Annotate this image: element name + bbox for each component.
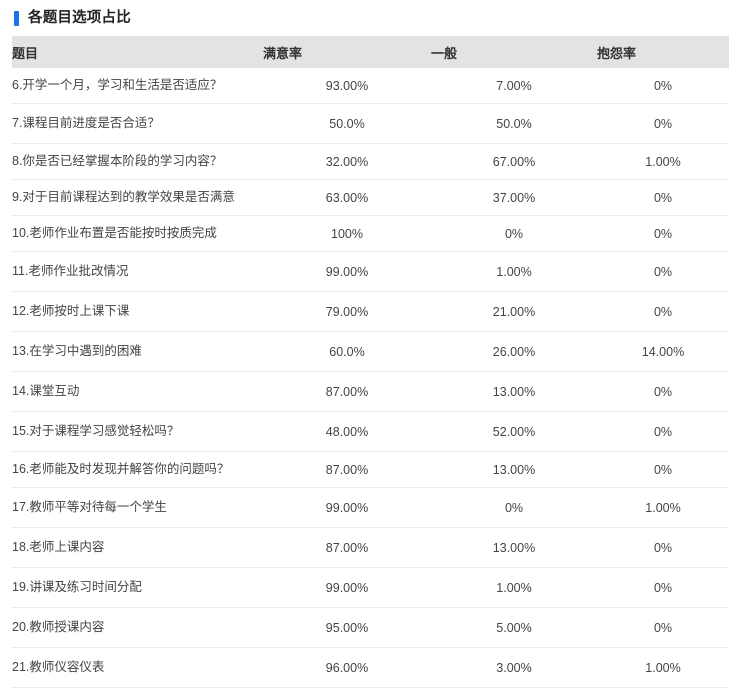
cell-complaint: 0% [597, 103, 729, 144]
cell-question: 15.对于课程学习感觉轻松吗？ [12, 411, 263, 452]
cell-complaint: 0% [597, 179, 729, 216]
cell-neutral: 1.00% [431, 567, 597, 608]
cell-neutral: 13.00% [431, 371, 597, 412]
table-row[interactable]: 18.老师上课内容 87.00% 13.00% 0% [12, 527, 729, 568]
table-row[interactable]: 20.教师授课内容 95.00% 5.00% 0% [12, 607, 729, 648]
table-row[interactable]: 10.老师作业布置是否能按时按质完成 100% 0% 0% [12, 215, 729, 252]
cell-satisfaction: 63.00% [263, 179, 431, 216]
cell-question: 16.老师能及时发现并解答你的问题吗？ [12, 451, 263, 488]
cell-question: 13.在学习中遇到的困难 [12, 331, 263, 372]
table-row[interactable]: 15.对于课程学习感觉轻松吗？ 48.00% 52.00% 0% [12, 411, 729, 452]
cell-question: 17.教师平等对待每一个学生 [12, 487, 263, 528]
cell-neutral: 7.00% [431, 68, 597, 104]
cell-question: 10.老师作业布置是否能按时按质完成 [12, 215, 263, 252]
accent-bar-icon [14, 10, 19, 26]
cell-complaint: 1.00% [597, 487, 729, 528]
cell-neutral: 67.00% [431, 143, 597, 180]
cell-satisfaction: 87.00% [263, 527, 431, 568]
cell-complaint: 0% [597, 411, 729, 452]
cell-neutral: 13.00% [431, 451, 597, 488]
table-row[interactable]: 17.教师平等对待每一个学生 99.00% 0% 1.00% [12, 487, 729, 528]
table-row[interactable]: 11.老师作业批改情况 99.00% 1.00% 0% [12, 251, 729, 292]
cell-satisfaction: 32.00% [263, 143, 431, 180]
cell-satisfaction: 93.00% [263, 68, 431, 104]
cell-question: 21.教师仪容仪表 [12, 647, 263, 688]
table-row[interactable]: 7.课程目前进度是否合适？ 50.0% 50.0% 0% [12, 103, 729, 144]
cell-satisfaction: 48.00% [263, 411, 431, 452]
table-header-row: 题目 满意率 一般 抱怨率 [12, 36, 729, 68]
cell-complaint: 1.00% [597, 143, 729, 180]
cell-question: 12.老师按时上课下课 [12, 291, 263, 332]
column-header-complaint[interactable]: 抱怨率 [597, 36, 729, 68]
table-row[interactable]: 19.讲课及练习时间分配 99.00% 1.00% 0% [12, 567, 729, 608]
table-body: 6.开学一个月，学习和生活是否适应？ 93.00% 7.00% 0% 7.课程目前进度是… [12, 68, 729, 688]
cell-satisfaction: 60.0% [263, 331, 431, 372]
cell-neutral: 1.00% [431, 251, 597, 292]
cell-complaint: 0% [597, 291, 729, 332]
cell-question: 18.老师上课内容 [12, 527, 263, 568]
cell-satisfaction: 96.00% [263, 647, 431, 688]
cell-question: 20.教师授课内容 [12, 607, 263, 648]
cell-question: 19.讲课及练习时间分配 [12, 567, 263, 608]
cell-question: 7.课程目前进度是否合适？ [12, 103, 263, 144]
cell-question: 9.对于目前课程达到的教学效果是否满意 [12, 179, 263, 216]
cell-neutral: 21.00% [431, 291, 597, 332]
cell-complaint: 0% [597, 68, 729, 104]
cell-question: 14.课堂互动 [12, 371, 263, 412]
cell-neutral: 26.00% [431, 331, 597, 372]
column-header-question[interactable]: 题目 [12, 36, 263, 68]
column-header-neutral[interactable]: 一般 [431, 36, 597, 68]
cell-complaint: 0% [597, 451, 729, 488]
cell-complaint: 0% [597, 371, 729, 412]
cell-neutral: 3.00% [431, 647, 597, 688]
cell-complaint: 14.00% [597, 331, 729, 372]
cell-neutral: 5.00% [431, 607, 597, 648]
cell-neutral: 0% [431, 215, 597, 252]
cell-complaint: 0% [597, 251, 729, 292]
table-row[interactable]: 9.对于目前课程达到的教学效果是否满意 63.00% 37.00% 0% [12, 179, 729, 216]
cell-complaint: 0% [597, 215, 729, 252]
cell-satisfaction: 50.0% [263, 103, 431, 144]
cell-satisfaction: 99.00% [263, 487, 431, 528]
cell-satisfaction: 99.00% [263, 567, 431, 608]
cell-question: 6.开学一个月，学习和生活是否适应？ [12, 68, 263, 104]
column-header-satisfaction[interactable]: 满意率 [263, 36, 431, 68]
cell-satisfaction: 87.00% [263, 371, 431, 412]
table-row[interactable]: 6.开学一个月，学习和生活是否适应？ 93.00% 7.00% 0% [12, 68, 729, 104]
stats-table-container: 题目 满意率 一般 抱怨率 6.开学一个月，学习和生活是否适应？ 93.00% 7.… [12, 36, 729, 688]
section-header: 各题目选项占比 [0, 0, 746, 32]
table-header: 题目 满意率 一般 抱怨率 [12, 36, 729, 68]
cell-complaint: 0% [597, 607, 729, 648]
cell-complaint: 1.00% [597, 647, 729, 688]
table-row[interactable]: 16.老师能及时发现并解答你的问题吗？ 87.00% 13.00% 0% [12, 451, 729, 488]
cell-satisfaction: 79.00% [263, 291, 431, 332]
table-row[interactable]: 8.你是否已经掌握本阶段的学习内容？ 32.00% 67.00% 1.00% [12, 143, 729, 180]
cell-neutral: 52.00% [431, 411, 597, 452]
table-row[interactable]: 14.课堂互动 87.00% 13.00% 0% [12, 371, 729, 412]
question-option-ratio-table: 题目 满意率 一般 抱怨率 6.开学一个月，学习和生活是否适应？ 93.00% 7.… [12, 36, 729, 688]
cell-neutral: 50.0% [431, 103, 597, 144]
cell-satisfaction: 87.00% [263, 451, 431, 488]
cell-satisfaction: 100% [263, 215, 431, 252]
cell-neutral: 0% [431, 487, 597, 528]
cell-complaint: 0% [597, 527, 729, 568]
cell-satisfaction: 99.00% [263, 251, 431, 292]
cell-complaint: 0% [597, 567, 729, 608]
cell-question: 8.你是否已经掌握本阶段的学习内容？ [12, 143, 263, 180]
page-title: 各题目选项占比 [28, 9, 131, 26]
cell-neutral: 13.00% [431, 527, 597, 568]
table-row[interactable]: 13.在学习中遇到的困难 60.0% 26.00% 14.00% [12, 331, 729, 372]
table-row[interactable]: 21.教师仪容仪表 96.00% 3.00% 1.00% [12, 647, 729, 688]
cell-neutral: 37.00% [431, 179, 597, 216]
table-row[interactable]: 12.老师按时上课下课 79.00% 21.00% 0% [12, 291, 729, 332]
cell-question: 11.老师作业批改情况 [12, 251, 263, 292]
